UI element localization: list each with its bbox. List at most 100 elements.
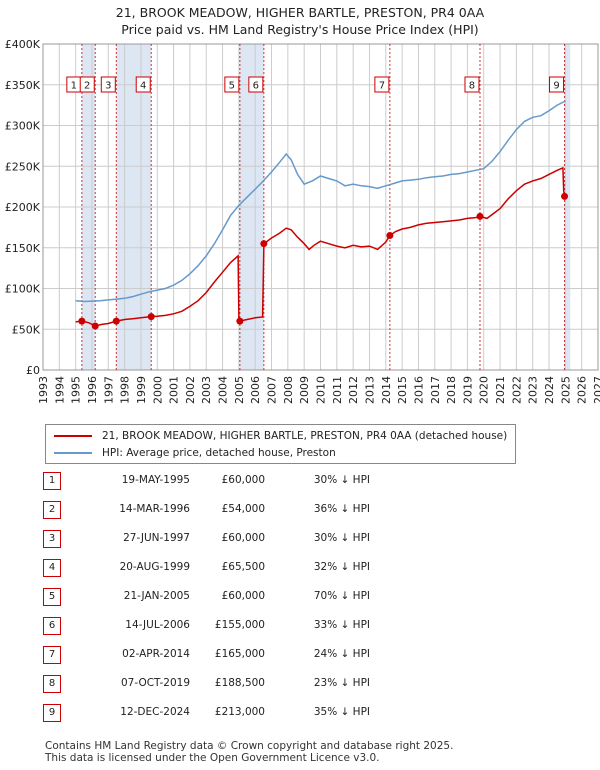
table-row: 9 12-DEC-2024 £213,000 35% ↓ HPI <box>0 702 600 724</box>
table-row: 3 27-JUN-1997 £60,000 30% ↓ HPI <box>0 528 600 550</box>
x-tick-label: 1995 <box>70 376 83 404</box>
x-tick-label: 2005 <box>233 376 246 404</box>
sale-hpi-diff: 30% ↓ HPI <box>313 532 370 544</box>
legend: 21, BROOK MEADOW, HIGHER BARTLE, PRESTON… <box>45 424 516 464</box>
sale-number-badge: 5 <box>43 588 61 606</box>
x-tick-label: 2020 <box>478 376 491 404</box>
sale-point <box>386 232 394 240</box>
x-tick-label: 2025 <box>559 376 572 404</box>
sale-hpi-diff: 30% ↓ HPI <box>313 474 370 486</box>
table-row: 2 14-MAR-1996 £54,000 36% ↓ HPI <box>0 499 600 521</box>
price-chart: £0 £50K £100K £150K £200K £250K £300K £350K £400… <box>5 38 600 404</box>
sale-point <box>561 192 569 200</box>
sale-price: £188,500 <box>214 677 265 689</box>
table-row: 6 14-JUL-2006 £155,000 33% ↓ HPI <box>0 615 600 637</box>
legend-label-red: 21, BROOK MEADOW, HIGHER BARTLE, PRESTON… <box>102 430 508 442</box>
table-row: 7 02-APR-2014 £165,000 24% ↓ HPI <box>0 644 600 666</box>
sale-number-badge: 1 <box>43 472 61 490</box>
sale-date: 27-JUN-1997 <box>123 532 190 544</box>
x-tick-label: 2011 <box>331 376 344 404</box>
x-tick-label: 1993 <box>37 376 50 404</box>
series-line-property <box>75 166 568 327</box>
sale-price: £165,000 <box>214 648 265 660</box>
sale-price: £213,000 <box>214 706 265 718</box>
x-tick-label: 2024 <box>543 376 556 404</box>
x-tick-label: 1994 <box>53 376 66 404</box>
sale-badge <box>135 76 151 93</box>
table-row: 8 07-OCT-2019 £188,500 23% ↓ HPI <box>0 673 600 695</box>
sale-price: £65,500 <box>221 561 265 573</box>
sale-badge-label: 3 <box>105 81 111 92</box>
sale-number-badge: 2 <box>43 501 61 519</box>
x-tick-label: 2026 <box>576 376 589 404</box>
sale-number-badge: 3 <box>43 530 61 548</box>
footer-line-2: This data is licensed under the Open Gov… <box>45 752 380 764</box>
x-tick-label: 2001 <box>168 376 181 404</box>
sale-hpi-diff: 23% ↓ HPI <box>313 677 370 689</box>
x-tick-label: 2015 <box>396 376 409 404</box>
sale-badge-label: 1 <box>71 81 77 92</box>
y-tick-label: £300K <box>5 120 41 133</box>
y-tick-label: £250K <box>5 160 41 173</box>
sale-hpi-diff: 24% ↓ HPI <box>313 648 370 660</box>
x-tick-label: 2008 <box>282 376 295 404</box>
x-tick-label: 2013 <box>363 376 376 404</box>
x-tick-label: 2019 <box>461 376 474 404</box>
x-tick-label: 2023 <box>527 376 540 404</box>
footer-line-1: Contains HM Land Registry data © Crown c… <box>45 740 454 752</box>
sale-date: 20-AUG-1999 <box>119 561 190 573</box>
sale-point <box>78 317 86 325</box>
legend-swatch-red <box>54 435 92 437</box>
x-tick-label: 2021 <box>494 376 507 404</box>
sale-hpi-diff: 35% ↓ HPI <box>313 706 370 718</box>
sale-point <box>112 317 120 325</box>
table-row: 5 21-JAN-2005 £60,000 70% ↓ HPI <box>0 586 600 608</box>
sale-number-badge: 9 <box>43 704 61 722</box>
x-tick-label: 2017 <box>429 376 442 404</box>
x-tick-label: 2010 <box>315 376 328 404</box>
sale-badge-label: 4 <box>140 81 146 92</box>
sale-number-badge: 4 <box>43 559 61 577</box>
sale-hpi-diff: 70% ↓ HPI <box>313 590 370 602</box>
x-tick-label: 2022 <box>510 376 523 404</box>
x-tick-label: 1998 <box>119 376 132 404</box>
plot-frame <box>42 43 599 371</box>
title-line-1: 21, BROOK MEADOW, HIGHER BARTLE, PRESTON… <box>115 5 485 20</box>
legend-label-blue: HPI: Average price, detached house, Pres… <box>102 447 336 459</box>
x-tick-label: 1996 <box>86 376 99 404</box>
x-tick-label: 2000 <box>151 376 164 404</box>
sale-badge-label: 8 <box>469 81 475 92</box>
chart-title: 21, BROOK MEADOW, HIGHER BARTLE, PRESTON… <box>0 4 600 38</box>
sale-hpi-diff: 32% ↓ HPI <box>313 561 370 573</box>
sale-price: £54,000 <box>221 503 265 515</box>
sale-price: £60,000 <box>221 474 265 486</box>
y-tick-label: £400K <box>5 38 41 51</box>
x-tick-label: 2012 <box>347 376 360 404</box>
y-tick-label: £150K <box>5 242 41 255</box>
sale-number-badge: 7 <box>43 646 61 664</box>
sale-hpi-diff: 36% ↓ HPI <box>313 503 370 515</box>
sale-number-badge: 6 <box>43 617 61 635</box>
sale-badge-label: 9 <box>553 81 559 92</box>
sale-badge <box>374 76 390 93</box>
series-line-hpi <box>75 100 566 303</box>
sale-point <box>476 212 484 220</box>
footer: Contains HM Land Registry data © Crown c… <box>45 740 453 764</box>
title-line-2: Price paid vs. HM Land Registry's House … <box>121 22 479 37</box>
sale-date: 02-APR-2014 <box>122 648 190 660</box>
table-row: 4 20-AUG-1999 £65,500 32% ↓ HPI <box>0 557 600 579</box>
x-tick-label: 2002 <box>184 376 197 404</box>
sale-point <box>236 317 244 325</box>
x-tick-label: 2007 <box>266 376 279 404</box>
x-tick-label: 2014 <box>380 376 393 404</box>
y-tick-label: £350K <box>5 79 41 92</box>
sale-date: 14-JUL-2006 <box>125 619 190 631</box>
sale-badge-label: 2 <box>84 81 90 92</box>
sale-badge <box>549 76 565 93</box>
sale-date: 21-JAN-2005 <box>123 590 190 602</box>
sale-date: 19-MAY-1995 <box>121 474 190 486</box>
sale-badge <box>248 76 264 93</box>
sale-point <box>91 322 99 330</box>
sale-point <box>260 240 268 248</box>
sale-price: £60,000 <box>221 532 265 544</box>
